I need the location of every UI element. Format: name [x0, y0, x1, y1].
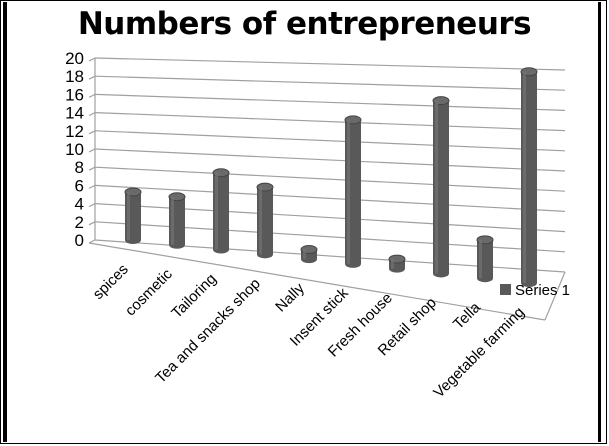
- bar: [476, 235, 494, 283]
- category-label: Tella: [450, 299, 484, 333]
- bar: [300, 245, 318, 264]
- gridline-depth: [88, 148, 96, 153]
- y-tick-label: 16: [65, 85, 84, 104]
- bars: [124, 67, 538, 287]
- bar: [388, 254, 406, 273]
- y-tick-label: 4: [75, 195, 84, 214]
- legend-label: Series 1: [515, 282, 570, 299]
- bar-highlight: [303, 249, 306, 260]
- gridline-depth: [88, 57, 96, 62]
- bar-highlight: [259, 187, 262, 255]
- gridline-depth: [88, 239, 96, 244]
- gridline-depth: [88, 203, 96, 208]
- gridline: [94, 184, 566, 212]
- legend: Series 1: [500, 282, 570, 299]
- gridline: [94, 75, 566, 91]
- y-tick-label: 10: [65, 140, 84, 159]
- y-tick-label: 12: [65, 122, 84, 141]
- bar: [256, 182, 274, 259]
- bar-highlight: [347, 119, 350, 264]
- bar: [124, 187, 142, 244]
- category-label: Nally: [272, 280, 308, 316]
- y-tick-label: 2: [75, 213, 84, 232]
- bar-highlight: [391, 259, 394, 269]
- gridline-depth: [88, 166, 96, 171]
- gridline-depth: [88, 93, 96, 98]
- bar-highlight: [435, 100, 438, 274]
- bar: [344, 115, 362, 268]
- gridline-depth: [88, 184, 96, 189]
- bar-highlight: [171, 196, 174, 245]
- gridline-depth: [88, 75, 96, 80]
- bar: [212, 168, 230, 254]
- floor-side: [544, 271, 566, 321]
- right-border-bar: [598, 2, 601, 442]
- gridline: [94, 148, 566, 172]
- bar: [520, 67, 538, 287]
- bar-highlight: [215, 172, 218, 250]
- bar-highlight: [479, 239, 482, 279]
- gridline: [94, 221, 566, 253]
- y-tick-label: 0: [75, 231, 84, 250]
- bar-body: [389, 259, 405, 269]
- y-tick-label: 18: [65, 67, 84, 86]
- category-label: Vegetable farming: [430, 304, 528, 402]
- gridline-depth: [88, 112, 96, 117]
- floor-edge: [88, 242, 546, 321]
- gridline: [94, 112, 566, 132]
- y-tick-label: 6: [75, 176, 84, 195]
- y-tick-label: 8: [75, 158, 84, 177]
- left-border-bar: [3, 2, 7, 442]
- category-label: spices: [90, 261, 132, 303]
- gridline: [94, 130, 566, 152]
- chart-title: Numbers of entrepreneurs: [77, 6, 532, 42]
- legend-swatch: [500, 284, 511, 295]
- bar: [432, 96, 450, 278]
- gridline: [94, 57, 566, 71]
- bar: [168, 192, 186, 249]
- y-tick-label: 20: [65, 49, 84, 68]
- gridline: [94, 166, 566, 192]
- bar-highlight: [127, 192, 130, 240]
- gridline-depth: [88, 221, 96, 226]
- gridline: [94, 93, 566, 111]
- bar-highlight: [523, 71, 526, 283]
- y-tick-label: 14: [65, 104, 84, 123]
- bar-body: [301, 249, 317, 260]
- gridline-depth: [88, 130, 96, 135]
